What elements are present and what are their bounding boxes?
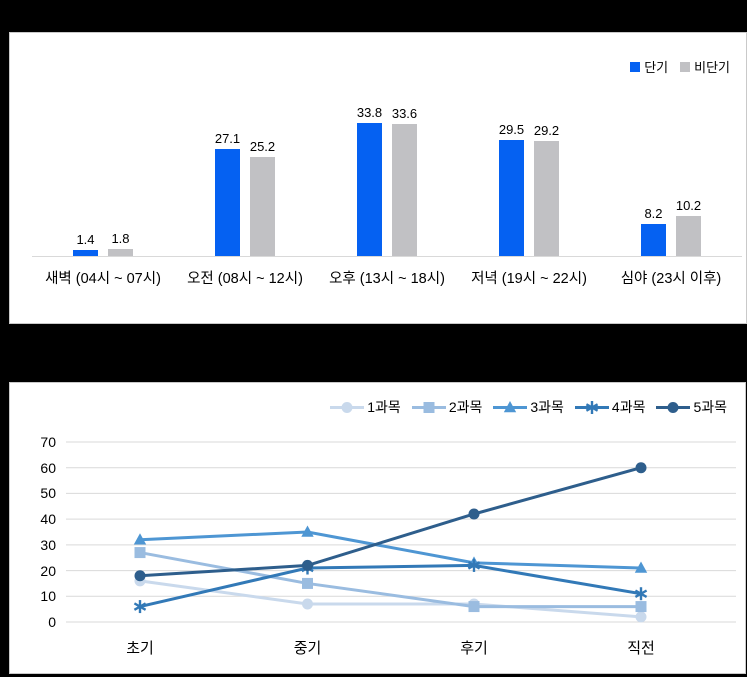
data-point-marker	[634, 589, 648, 598]
line-series-1	[139, 579, 642, 619]
line-series-3	[139, 530, 642, 570]
bar-value-label: 33.6	[391, 105, 418, 121]
data-point-marker	[635, 611, 647, 623]
bar	[392, 123, 417, 256]
bar-x-axis-line	[32, 256, 742, 257]
legend-item: 2과목	[411, 397, 483, 417]
data-point-marker	[634, 561, 648, 573]
y-tick-label: 30	[40, 536, 56, 553]
data-point-marker	[467, 561, 481, 570]
line-series-5	[139, 466, 642, 578]
bar	[357, 123, 382, 256]
legend-label: 3과목	[530, 399, 564, 415]
legend-label: 4과목	[611, 399, 646, 415]
bar	[534, 141, 559, 256]
legend-item: 1과목	[330, 397, 401, 417]
bar	[641, 223, 666, 256]
bar-chart-legend: 단기 비단기	[630, 57, 730, 76]
data-point-marker	[667, 401, 679, 413]
legend-item: 5과목	[656, 397, 727, 417]
data-point-marker	[468, 508, 480, 520]
data-point-marker	[341, 401, 353, 413]
y-tick-label: 70	[40, 434, 56, 450]
x-tick-label: 직전	[627, 640, 655, 657]
x-tick-label: 초기	[126, 640, 154, 657]
legend-swatch-icon	[630, 61, 641, 72]
y-tick-label: 40	[40, 511, 56, 528]
legend-item: 3과목	[493, 397, 564, 417]
data-point-marker	[133, 533, 147, 545]
y-tick-label: 60	[40, 459, 56, 476]
data-point-marker	[134, 570, 146, 582]
bar-value-label: 25.2	[249, 138, 276, 154]
bar-chart-panel: 단기 비단기 1.4 1.8 새벽 (04시 ~ 07시) 27.1 25.2 오전 (08…	[9, 32, 747, 324]
legend-marker-icon	[574, 400, 609, 414]
legend-marker-icon	[411, 401, 446, 413]
line-chart-legend: 1과목 2과목 3과목 4과목 5과목	[330, 397, 727, 417]
data-point-marker	[302, 577, 313, 589]
data-point-marker	[302, 598, 313, 610]
legend-marker-icon	[493, 400, 528, 412]
bar-value-label: 27.1	[214, 131, 241, 147]
data-point-marker	[133, 602, 147, 611]
y-tick-label: 20	[40, 562, 56, 579]
data-point-marker	[468, 601, 480, 613]
legend-item: 단기	[630, 57, 668, 76]
legend-item: 비단기	[680, 57, 730, 76]
data-point-marker	[134, 547, 146, 559]
data-point-marker	[635, 601, 647, 613]
line-series-2	[139, 551, 641, 609]
legend-marker-icon	[330, 401, 365, 413]
bar	[499, 140, 524, 256]
bar-value-label: 1.4	[76, 232, 95, 248]
bar	[108, 248, 133, 256]
data-point-marker	[504, 400, 517, 412]
bar-value-label: 33.8	[356, 105, 383, 121]
line-series-4	[139, 563, 642, 609]
legend-marker-icon	[656, 401, 691, 413]
category-label: 오후 (13시 ~ 18시)	[329, 271, 445, 287]
bar	[73, 250, 98, 256]
bar-value-label: 29.5	[498, 122, 525, 138]
legend-label: 2과목	[448, 399, 483, 415]
y-tick-label: 0	[48, 614, 56, 630]
x-tick-label: 중기	[293, 640, 322, 657]
data-point-marker	[301, 525, 314, 537]
legend-label: 5과목	[693, 399, 727, 415]
category-label: 오전 (08시 ~ 12시)	[187, 271, 303, 287]
line-chart-panel: 1과목 2과목 3과목 4과목 5과목 0 10 20 30 40 50 60 70 초기 중기 후기 직전	[9, 382, 746, 674]
y-tick-label: 50	[40, 485, 56, 502]
bar	[215, 149, 240, 256]
legend-swatch-icon	[680, 61, 691, 72]
data-point-marker	[635, 462, 647, 474]
category-label: 저녁 (19시 ~ 22시)	[471, 271, 587, 287]
legend-label: 1과목	[367, 399, 401, 415]
category-label: 심야 (23시 이후)	[620, 271, 722, 287]
x-tick-label: 후기	[460, 640, 488, 657]
data-point-marker	[585, 402, 599, 412]
y-tick-label: 10	[40, 588, 56, 605]
line-chart-plot	[66, 441, 736, 623]
category-label: 새벽 (04시 ~ 07시)	[45, 271, 161, 287]
bar	[676, 215, 701, 256]
legend-item: 4과목	[574, 397, 646, 417]
data-point-marker	[423, 401, 435, 413]
legend-label: 비단기	[694, 60, 730, 75]
data-point-marker	[302, 559, 313, 571]
bar-value-label: 10.2	[675, 197, 702, 213]
bar-value-label: 29.2	[533, 123, 560, 139]
bar-value-label: 1.8	[111, 230, 130, 246]
legend-label: 단기	[644, 60, 669, 75]
bar-value-label: 8.2	[644, 205, 663, 221]
bar	[250, 156, 275, 256]
